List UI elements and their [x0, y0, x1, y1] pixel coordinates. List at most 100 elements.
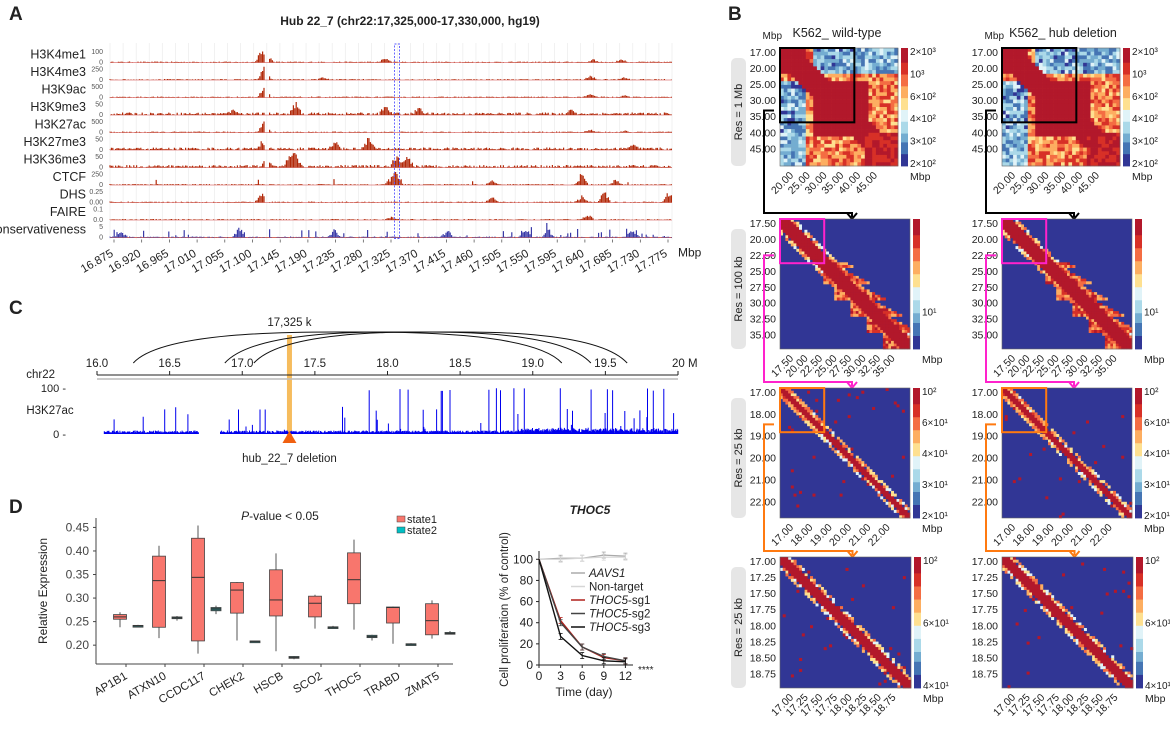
heatmap-cell [793, 401, 797, 405]
heatmap-cell [894, 77, 899, 82]
hub-marker-bar [286, 335, 292, 438]
heatmap-cell [809, 55, 814, 60]
colorbar-segment [901, 104, 908, 108]
heatmap-cell [1090, 110, 1095, 115]
heatmap-cell [1002, 132, 1006, 137]
heatmap-cell [872, 110, 877, 115]
heatmap-cell [1038, 121, 1043, 126]
heatmap-cell [861, 463, 865, 467]
heatmap-cell [842, 630, 846, 634]
heatmap-cell [1116, 110, 1121, 115]
heatmap-cell [783, 88, 788, 93]
heatmap-cell [1018, 227, 1022, 231]
heatmap-cell [824, 129, 829, 134]
heatmap-cell [1094, 474, 1098, 478]
y-tick-label: 19.00 [750, 431, 776, 443]
heatmap-cell [820, 587, 824, 591]
heatmap-cell [1088, 319, 1092, 323]
heatmap-cell [850, 154, 855, 159]
heatmap-cell [836, 286, 840, 290]
heatmap-cell [1002, 73, 1006, 78]
heatmap-cell [1064, 129, 1069, 134]
heatmap-cell [867, 638, 871, 642]
heatmap-cell [847, 415, 851, 419]
heatmap-cell [1035, 59, 1040, 64]
heatmap-cell [847, 455, 851, 459]
heatmap-cell [868, 121, 873, 126]
heatmap-cell [1026, 256, 1030, 260]
colorbar-segment [913, 404, 920, 408]
heatmap-cell [853, 641, 857, 645]
colorbar-segment [1135, 414, 1142, 418]
heatmap-cell [867, 633, 871, 637]
heatmap-cell [1053, 140, 1058, 145]
heatmap-cell [850, 77, 855, 82]
heatmap-cell [1056, 292, 1060, 296]
heatmap-cell [1068, 118, 1073, 123]
heatmap-cell [813, 110, 818, 115]
heatmap-cell [853, 297, 857, 301]
heatmap-cell [782, 565, 786, 569]
heatmap-cell [864, 472, 868, 476]
heatmap-cell [799, 658, 803, 662]
heatmap-cell [1038, 125, 1043, 130]
heatmap-cell [780, 129, 784, 134]
heatmap-cell [1016, 107, 1021, 111]
y-tick-label: 80 [520, 573, 534, 587]
heatmap-cell [813, 73, 818, 78]
colorbar-label: 4×10¹ [1144, 449, 1170, 460]
heatmap-cell [813, 114, 818, 119]
track-min-label: 0 [99, 235, 103, 242]
heatmap-cell [1083, 70, 1088, 75]
heatmap-cell [820, 132, 825, 137]
heatmap-cell [1035, 143, 1040, 148]
heatmap-cell [1129, 501, 1133, 505]
heatmap-cell [1064, 132, 1069, 137]
y-tick-label: 17.00 [972, 387, 998, 399]
heatmap-cell [787, 154, 792, 159]
heatmap-cell [866, 294, 870, 298]
heatmap-cell [1090, 125, 1095, 130]
heatmap-cell [1064, 99, 1069, 104]
heatmap-cell [899, 501, 903, 505]
heatmap-cell [783, 107, 788, 111]
heatmap-cell [902, 576, 906, 580]
heatmap-cell [1112, 125, 1117, 130]
heatmap-cell [1112, 92, 1117, 97]
heatmap-cell [839, 147, 843, 152]
heatmap-cell [1058, 284, 1062, 288]
heatmap-cell [879, 81, 884, 86]
heatmap-cell [878, 644, 882, 648]
colorbar-segment [1135, 475, 1142, 480]
heatmap-cell [827, 143, 832, 148]
heatmap-cell [879, 140, 884, 145]
y-tick-label: 0.20 [66, 638, 90, 652]
heatmap-cell [842, 270, 846, 274]
colorbar-segment [1135, 326, 1142, 330]
x-tick-label: AP1B1 [92, 670, 129, 698]
heatmap-cell [861, 107, 866, 111]
heatmap-cell [893, 327, 897, 331]
heatmap-cell [1105, 154, 1110, 159]
heatmap-cell [1042, 434, 1046, 438]
heatmap-cell [787, 103, 792, 108]
heatmap-cell [1058, 278, 1062, 282]
heatmap-cell [1034, 417, 1038, 421]
colorbar-segment [1135, 228, 1142, 233]
panel-letter-a: A [9, 4, 23, 25]
heatmap-cell [1038, 99, 1043, 104]
colorbar-segment [1135, 342, 1142, 347]
heatmap-cell [1027, 154, 1032, 159]
heatmap-cell [1024, 125, 1029, 130]
heatmap-cell [1020, 66, 1025, 71]
heatmap-cell [1068, 140, 1073, 145]
colorbar-segment [913, 261, 920, 265]
x-axis-label: Time (day) [556, 685, 613, 699]
heatmap-cell [864, 292, 868, 296]
heatmap-cell [872, 477, 876, 481]
heatmap-cell [1029, 248, 1033, 252]
colorbar-segment [1123, 133, 1130, 137]
heatmap-cell [1049, 99, 1054, 104]
heatmap-cell [785, 396, 789, 400]
heatmap-cell [1038, 73, 1043, 78]
